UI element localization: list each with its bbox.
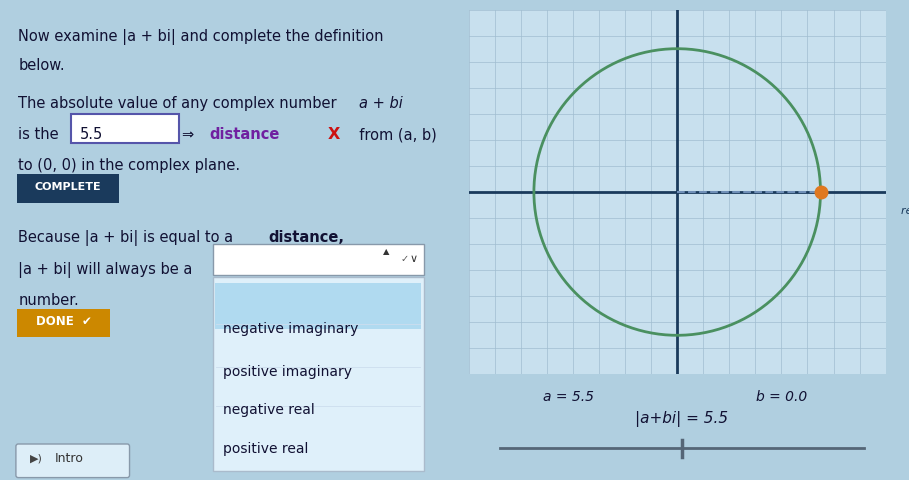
Text: ▶): ▶) — [29, 454, 43, 463]
Text: distance: distance — [209, 127, 279, 142]
Text: distance,: distance, — [268, 230, 345, 245]
Text: ✓: ✓ — [401, 254, 408, 264]
Text: positive real: positive real — [223, 442, 308, 456]
Text: b = 0.0: b = 0.0 — [756, 390, 807, 404]
FancyBboxPatch shape — [17, 309, 110, 337]
Text: positive imaginary: positive imaginary — [223, 365, 352, 379]
Text: a + bi: a + bi — [359, 96, 403, 111]
Text: is the: is the — [18, 127, 64, 142]
Text: Because |a + bi| is equal to a: Because |a + bi| is equal to a — [18, 230, 238, 246]
Text: from (a, b): from (a, b) — [350, 127, 436, 142]
FancyBboxPatch shape — [17, 174, 119, 203]
Text: below.: below. — [18, 58, 65, 72]
Text: negative imaginary: negative imaginary — [223, 322, 358, 336]
Text: a = 5.5: a = 5.5 — [543, 390, 594, 404]
Text: The absolute value of any complex number: The absolute value of any complex number — [18, 96, 342, 111]
Text: |a+bi| = 5.5: |a+bi| = 5.5 — [635, 411, 728, 427]
Text: to (0, 0) in the complex plane.: to (0, 0) in the complex plane. — [18, 158, 240, 173]
Text: number.: number. — [18, 293, 79, 308]
Text: X: X — [327, 127, 340, 142]
FancyBboxPatch shape — [213, 244, 424, 275]
Text: ▲: ▲ — [383, 248, 390, 256]
Text: COMPLETE: COMPLETE — [35, 182, 102, 192]
Text: Now examine |a + bi| and complete the definition: Now examine |a + bi| and complete the de… — [18, 29, 384, 45]
Text: real (a): real (a) — [902, 205, 909, 215]
FancyBboxPatch shape — [213, 277, 424, 471]
Text: DONE  ✔: DONE ✔ — [35, 315, 92, 328]
FancyBboxPatch shape — [215, 283, 421, 329]
Text: ⇒: ⇒ — [182, 127, 199, 142]
Text: ∨: ∨ — [410, 254, 417, 264]
Text: 5.5: 5.5 — [80, 127, 103, 142]
Text: negative real: negative real — [223, 403, 315, 417]
Text: Intro: Intro — [55, 452, 84, 465]
FancyBboxPatch shape — [15, 444, 129, 478]
Text: |a + bi| will always be a: |a + bi| will always be a — [18, 262, 193, 277]
FancyBboxPatch shape — [71, 114, 178, 143]
